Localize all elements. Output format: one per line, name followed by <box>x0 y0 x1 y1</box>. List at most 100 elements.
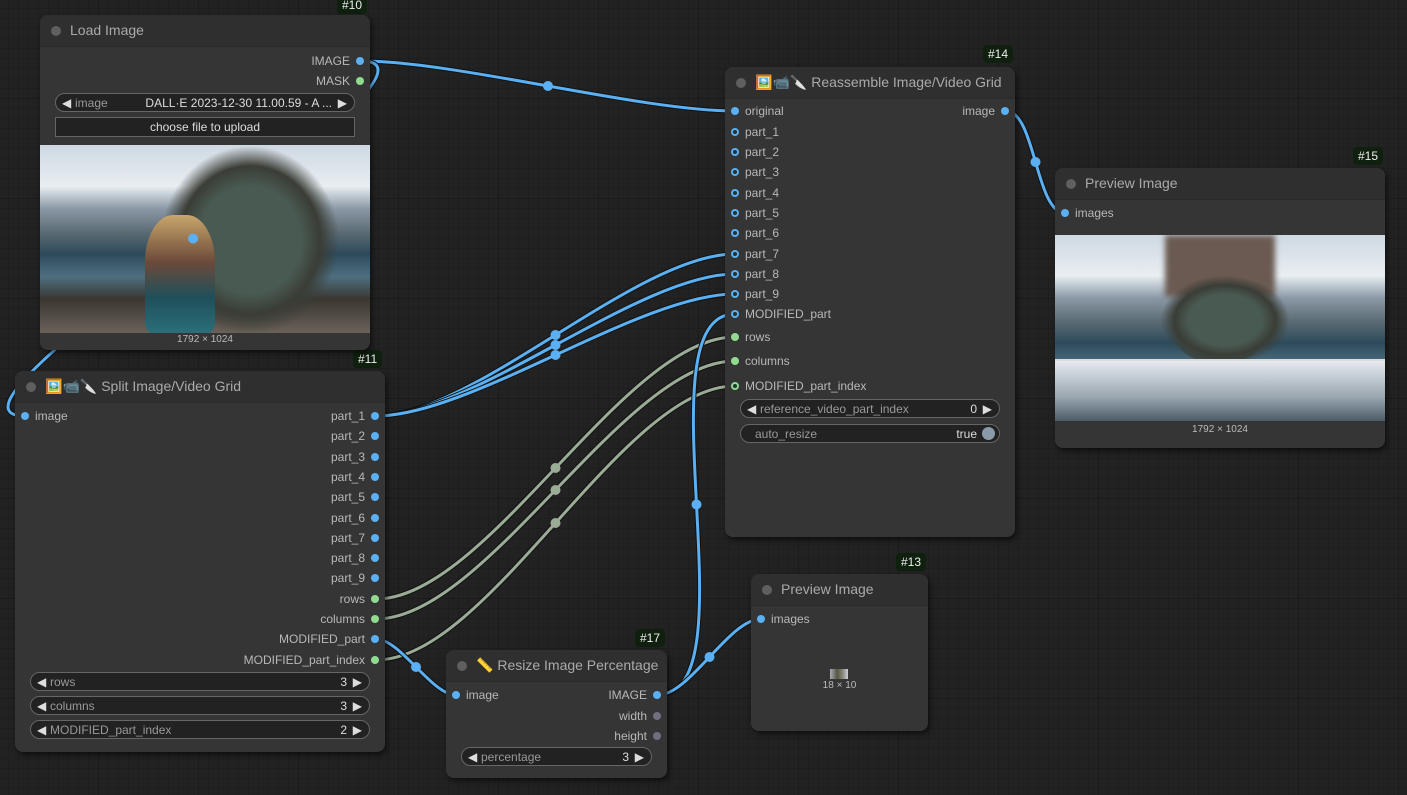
resize-image-node[interactable]: 📏 Resize Image Percentage image IMAGE widt… <box>446 650 667 778</box>
output-pin-icon[interactable] <box>371 493 379 501</box>
link-wire[interactable] <box>375 637 457 697</box>
link-wire[interactable] <box>375 335 736 601</box>
input-slot-original[interactable]: original <box>725 104 784 118</box>
upload-button[interactable]: choose file to upload <box>55 117 355 137</box>
output-slot-part-6[interactable]: part_6 <box>331 511 385 525</box>
number-widget-rows[interactable]: ◀ rows 3 ▶ <box>30 672 370 691</box>
output-slot-part-7[interactable]: part_7 <box>331 531 385 545</box>
input-pin-icon[interactable] <box>731 357 739 365</box>
increment-arrow-icon[interactable]: ▶ <box>982 402 992 416</box>
number-widget-modified-part-index[interactable]: ◀ MODIFIED_part_index 2 ▶ <box>30 720 370 739</box>
collapse-dot-icon[interactable] <box>736 78 746 88</box>
output-slot-part-9[interactable]: part_9 <box>331 571 385 585</box>
output-pin-icon[interactable] <box>371 635 379 643</box>
decrement-arrow-icon[interactable]: ◀ <box>37 675 47 689</box>
collapse-dot-icon[interactable] <box>51 26 61 36</box>
link-midpoint-handle[interactable] <box>543 81 553 91</box>
input-slot-part-8[interactable]: part_8 <box>725 267 779 281</box>
output-slot-part-1[interactable]: part_1 <box>331 409 385 423</box>
link-wire[interactable] <box>657 312 736 697</box>
link-midpoint-handle[interactable] <box>550 330 561 340</box>
output-slot-image[interactable]: IMAGE <box>311 54 370 68</box>
link-wire[interactable] <box>375 384 736 662</box>
input-slot-part-9[interactable]: part_9 <box>725 287 779 301</box>
link-midpoint-handle[interactable] <box>550 518 561 528</box>
output-pin-icon[interactable] <box>371 574 379 582</box>
input-pin-icon[interactable] <box>731 107 739 115</box>
input-pin-icon[interactable] <box>731 270 739 278</box>
decrement-arrow-icon[interactable]: ◀ <box>468 750 478 764</box>
input-slot-rows[interactable]: rows <box>725 330 770 344</box>
node-title-bar[interactable]: Load Image <box>40 15 370 47</box>
arrow-left-icon[interactable]: ◀ <box>62 96 72 110</box>
load-image-node[interactable]: Load Image IMAGE MASK ◀ image DALL·E 2023… <box>40 15 370 350</box>
output-slot-image[interactable]: image <box>962 104 1015 118</box>
collapse-dot-icon[interactable] <box>1066 179 1076 189</box>
link-midpoint-handle[interactable] <box>691 499 702 510</box>
auto-resize-toggle[interactable]: auto_resize true <box>740 424 1000 443</box>
output-slot-mask[interactable]: MASK <box>316 74 370 88</box>
input-slot-part-3[interactable]: part_3 <box>725 165 779 179</box>
input-pin-icon[interactable] <box>731 148 739 156</box>
input-slot-columns[interactable]: columns <box>725 354 790 368</box>
input-pin-icon[interactable] <box>731 189 739 197</box>
output-slot-part-2[interactable]: part_2 <box>331 429 385 443</box>
node-title-bar[interactable]: Preview Image <box>751 574 928 606</box>
input-pin-icon[interactable] <box>21 412 29 420</box>
output-pin-icon[interactable] <box>371 432 379 440</box>
increment-arrow-icon[interactable]: ▶ <box>634 750 644 764</box>
link-wire[interactable] <box>360 59 736 113</box>
input-slot-images[interactable]: images <box>751 612 810 626</box>
input-slot-part-1[interactable]: part_1 <box>725 125 779 139</box>
output-pin-icon[interactable] <box>371 595 379 603</box>
link-midpoint-handle[interactable] <box>704 652 715 662</box>
reassemble-grid-node[interactable]: 🖼️📹🔪 Reassemble Image/Video Grid origina… <box>725 67 1015 537</box>
link-wire[interactable] <box>375 252 736 418</box>
input-pin-icon[interactable] <box>757 615 765 623</box>
preview-image-node[interactable]: Preview Image images 18 × 10 <box>751 574 928 731</box>
link-wire[interactable] <box>375 359 736 621</box>
input-slot-image[interactable]: image <box>15 409 68 423</box>
output-slot-modified-part-index[interactable]: MODIFIED_part_index <box>244 653 385 667</box>
collapse-dot-icon[interactable] <box>457 661 467 671</box>
toggle-knob-icon[interactable] <box>982 427 995 440</box>
output-pin-icon[interactable] <box>371 473 379 481</box>
link-midpoint-handle[interactable] <box>550 485 561 495</box>
output-slot-part-4[interactable]: part_4 <box>331 470 385 484</box>
number-widget-columns[interactable]: ◀ columns 3 ▶ <box>30 696 370 715</box>
input-slot-part-7[interactable]: part_7 <box>725 247 779 261</box>
decrement-arrow-icon[interactable]: ◀ <box>37 699 47 713</box>
preview-thumbnail[interactable] <box>830 669 848 679</box>
link-midpoint-handle[interactable] <box>1030 157 1041 167</box>
increment-arrow-icon[interactable]: ▶ <box>352 723 362 737</box>
decrement-arrow-icon[interactable]: ◀ <box>37 723 47 737</box>
output-pin-icon[interactable] <box>356 57 364 65</box>
link-midpoint-handle[interactable] <box>550 340 561 350</box>
split-grid-node[interactable]: 🖼️📹🔪 Split Image/Video Grid image part_1 p… <box>15 371 385 752</box>
output-slot-modified-part[interactable]: MODIFIED_part <box>279 632 385 646</box>
input-pin-icon[interactable] <box>731 290 739 298</box>
input-slot-part-2[interactable]: part_2 <box>725 145 779 159</box>
link-wire[interactable] <box>657 617 762 697</box>
link-wire[interactable] <box>375 272 736 418</box>
preview-image-node[interactable]: Preview Image images 1792 × 1024 <box>1055 168 1385 448</box>
increment-arrow-icon[interactable]: ▶ <box>352 699 362 713</box>
input-slot-part-5[interactable]: part_5 <box>725 206 779 220</box>
input-slot-image[interactable]: image <box>446 688 499 702</box>
output-pin-icon[interactable] <box>653 732 661 740</box>
input-pin-icon[interactable] <box>731 168 739 176</box>
input-pin-icon[interactable] <box>731 209 739 217</box>
output-pin-icon[interactable] <box>371 615 379 623</box>
link-midpoint-handle[interactable] <box>550 463 561 473</box>
output-slot-part-8[interactable]: part_8 <box>331 551 385 565</box>
increment-arrow-icon[interactable]: ▶ <box>352 675 362 689</box>
input-pin-icon[interactable] <box>452 691 460 699</box>
link-midpoint-handle[interactable] <box>550 350 561 360</box>
output-slot-image[interactable]: IMAGE <box>608 688 667 702</box>
preview-image-output[interactable] <box>1055 235 1385 421</box>
output-pin-icon[interactable] <box>1001 107 1009 115</box>
collapse-dot-icon[interactable] <box>762 585 772 595</box>
input-pin-icon[interactable] <box>731 333 739 341</box>
output-pin-icon[interactable] <box>653 691 661 699</box>
input-pin-icon[interactable] <box>1061 209 1069 217</box>
